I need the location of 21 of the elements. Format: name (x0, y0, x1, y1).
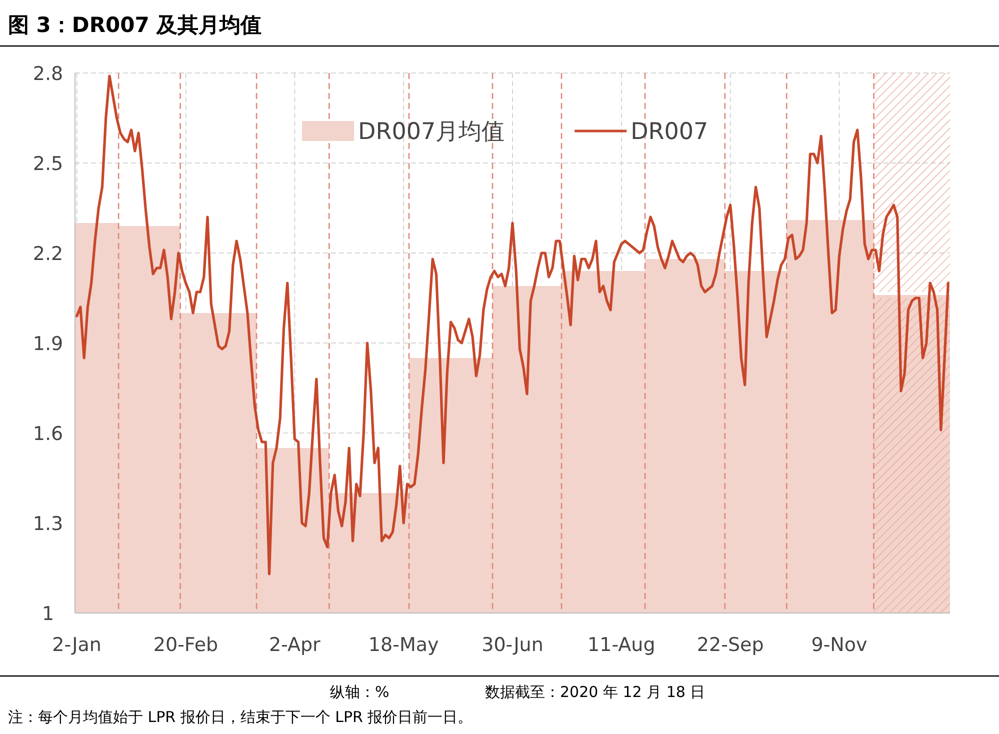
y-tick-label: 1.9 (32, 333, 64, 355)
y-tick-label: 1 (42, 603, 54, 625)
x-tick-label: 20-Feb (153, 634, 218, 656)
text: 纵轴：% (330, 683, 390, 701)
legend-label: DR007月均值 (358, 119, 505, 145)
y-tick-label: 2.2 (32, 243, 64, 265)
x-tick-label: 2-Apr (268, 634, 321, 656)
x-tick-label: 11-Aug (588, 634, 656, 656)
y-tick-label: 1.3 (32, 513, 64, 535)
legend-label: DR007 (630, 119, 708, 145)
x-tick-label: 9-Nov (811, 634, 868, 656)
chart-title: 图 3：DR007 及其月均值 (8, 13, 262, 37)
x-tick-label: 2-Jan (52, 634, 102, 656)
y-tick-label: 1.6 (32, 423, 64, 445)
y-tick-label: 2.8 (32, 63, 64, 85)
x-tick-label: 22-Sep (696, 634, 764, 656)
y-tick-label: 2.5 (32, 153, 64, 175)
x-tick-label: 18-May (368, 634, 439, 656)
x-tick-label: 30-Jun (482, 634, 544, 656)
text: 数据截至：2020 年 12 月 18 日 (485, 683, 706, 701)
text: 注：每个月均值始于 LPR 报价日，结束于下一个 LPR 报价日前一日。 (8, 708, 473, 726)
